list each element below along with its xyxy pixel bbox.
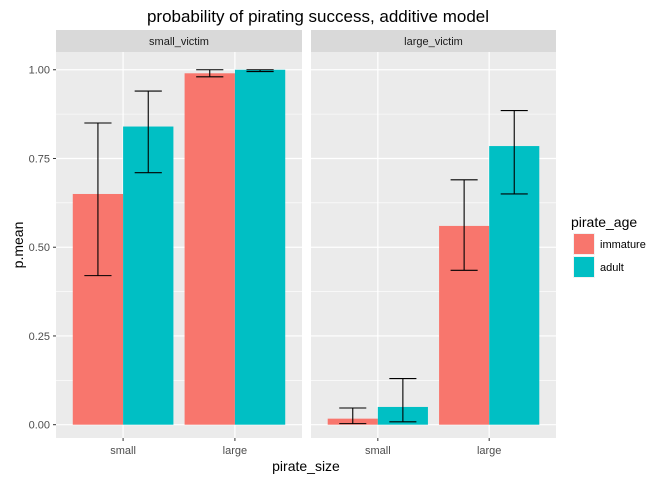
errorbar-immature-small: [339, 407, 367, 425]
legend-label: adult: [600, 262, 624, 274]
legend-label: immature: [600, 239, 646, 251]
legend-entries: immature adult: [573, 233, 646, 278]
errorbar-immature-small: [84, 122, 112, 277]
facet-strip: [56, 30, 302, 52]
errorbar-immature-large: [196, 69, 224, 78]
facet-strip: [311, 30, 556, 52]
x-axis-label: pirate_size: [272, 458, 340, 474]
chart-title: probability of pirating success, additiv…: [147, 7, 489, 26]
y-tick-label: 0.25: [29, 331, 50, 343]
legend: pirate_age immature adult: [571, 214, 646, 278]
legend-title: pirate_age: [571, 214, 637, 230]
y-axis-label: p.mean: [10, 222, 26, 269]
bar-immature-large: [184, 73, 235, 425]
legend-swatch: [574, 257, 594, 277]
legend-swatch: [574, 234, 594, 254]
bar-adult-large: [234, 69, 286, 425]
x-tick-label: small: [110, 445, 136, 457]
errorbar-adult-small: [389, 377, 417, 423]
legend-entry-immature: immature: [573, 233, 646, 255]
errorbar-adult-small: [134, 90, 162, 174]
errorbar-immature-large: [450, 179, 478, 271]
x-tick-label: large: [223, 445, 247, 457]
y-tick-label: 1.00: [29, 65, 50, 77]
y-tick-label: 0.00: [29, 420, 50, 432]
x-tick-label: large: [477, 445, 501, 457]
x-tick-label: small: [365, 445, 391, 457]
legend-entry-adult: adult: [573, 256, 624, 278]
y-tick-label: 0.75: [29, 153, 50, 165]
errorbar-adult-large: [246, 69, 274, 73]
y-tick-label: 0.50: [29, 242, 50, 254]
facet-strip-label: small_victim: [149, 36, 209, 48]
errorbar-adult-large: [500, 110, 528, 195]
facet-strip-label: large_victim: [404, 36, 463, 48]
bar-adult-small: [123, 126, 174, 425]
